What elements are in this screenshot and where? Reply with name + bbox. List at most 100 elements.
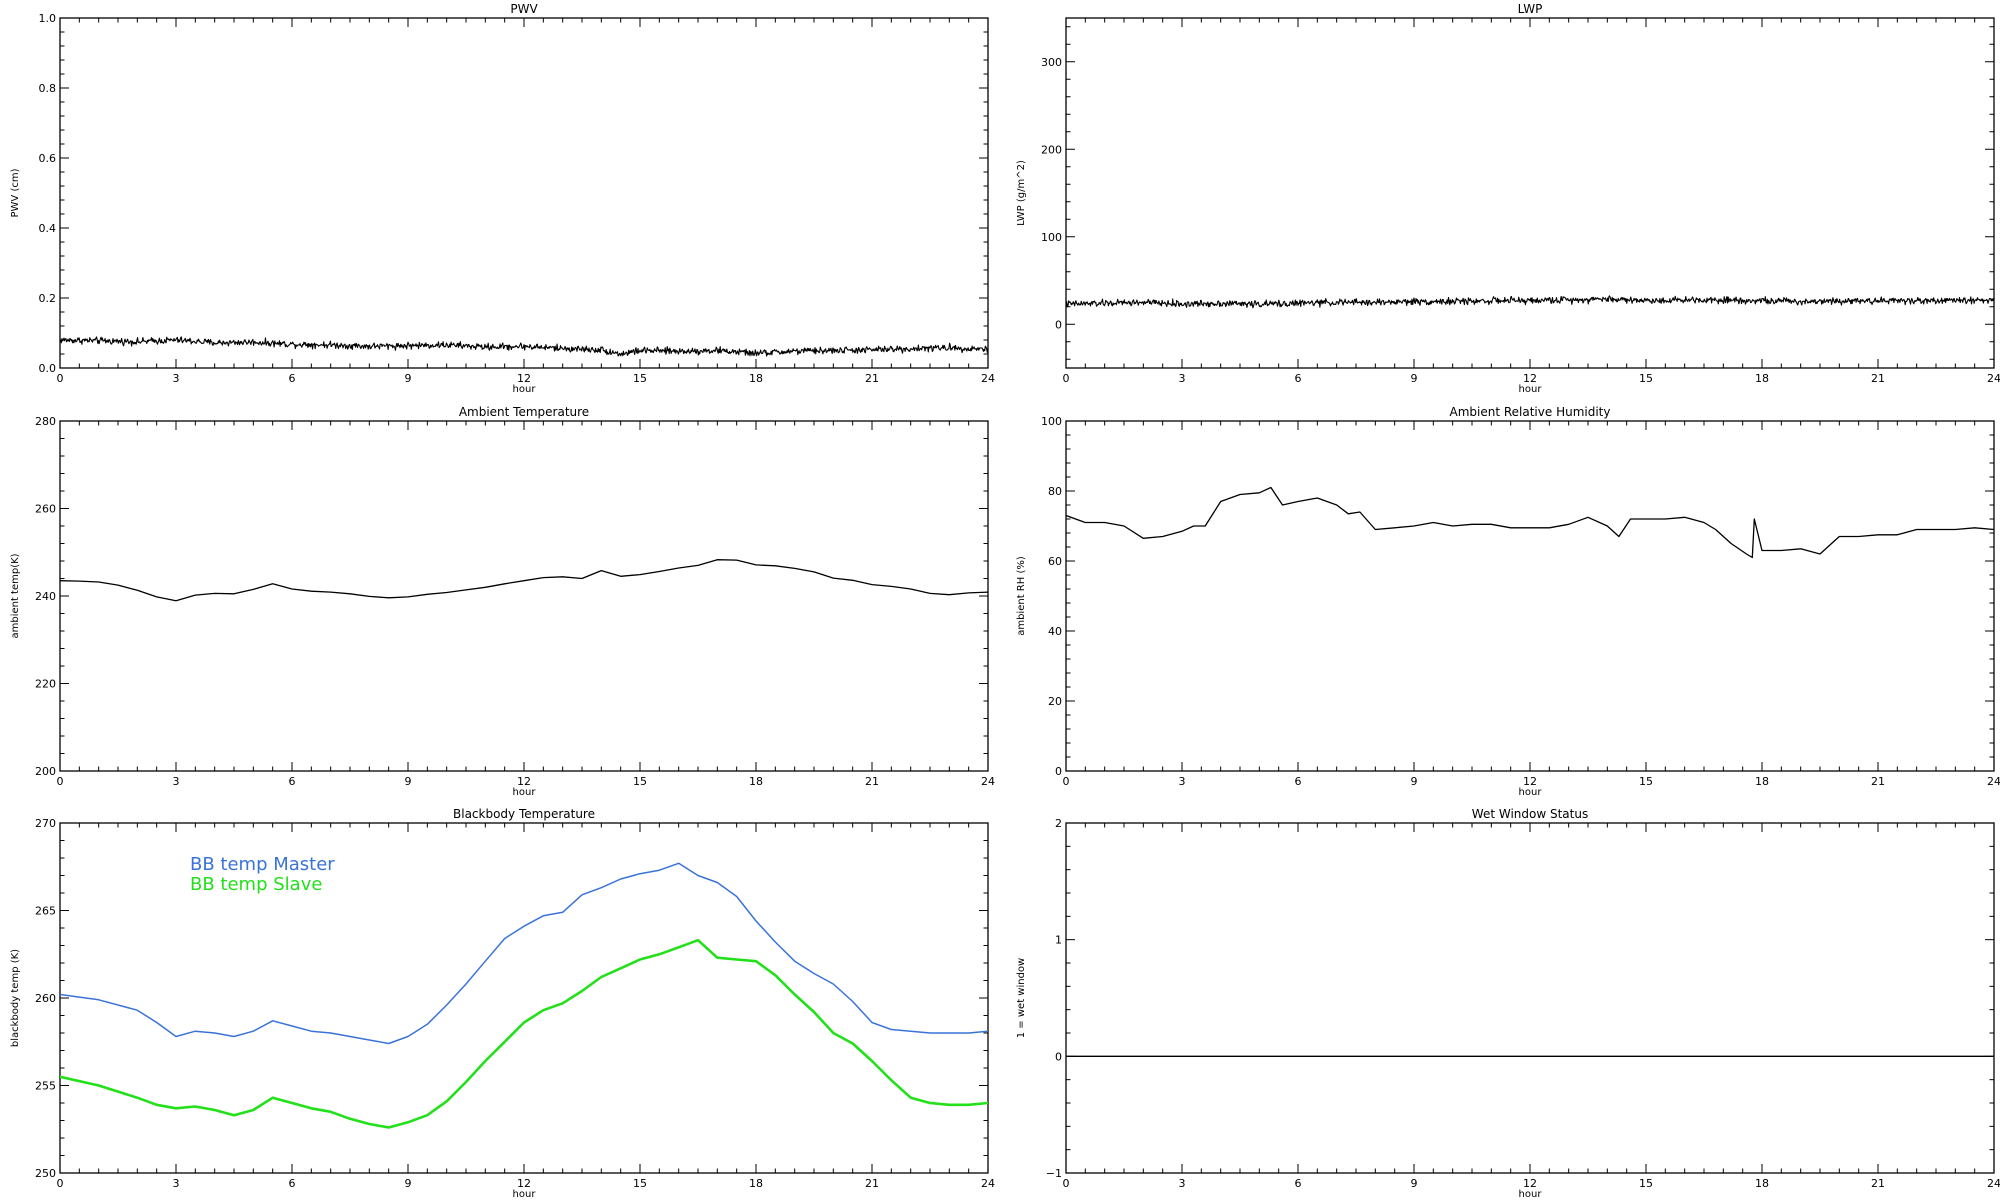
- y-tick-label: 220: [35, 678, 56, 691]
- y-tick-label: 100: [1041, 231, 1062, 244]
- chart-blackbody-temperature: 0 3 6 9 12 15 18 21 24 250 255 260 265 270 Blackbody T…: [10, 807, 995, 1200]
- x-tick-label: 6: [1295, 1177, 1302, 1190]
- x-tick-label: 6: [289, 372, 296, 385]
- y-tick-label: 0: [1055, 318, 1062, 331]
- x-axis-label: hour: [513, 787, 537, 798]
- x-tick-label: 24: [1987, 372, 2000, 385]
- x-tick-label: 0: [57, 775, 64, 788]
- x-tick-label: 3: [1179, 1177, 1186, 1190]
- x-tick-label: 9: [1411, 372, 1418, 385]
- x-tick-label: 21: [865, 1177, 879, 1190]
- x-tick-label: 3: [1179, 775, 1186, 788]
- x-tick-label: 18: [1755, 372, 1769, 385]
- x-tick-label: 0: [1063, 775, 1070, 788]
- plot-frame: [1065, 822, 1995, 1174]
- y-axis-label: 1 = wet window: [1016, 958, 1027, 1038]
- x-tick-label: 21: [865, 372, 879, 385]
- chart-title: Ambient Temperature: [459, 405, 589, 419]
- plot-frame: [59, 420, 989, 772]
- y-tick-label: 280: [35, 415, 56, 428]
- plot-frame: [59, 17, 989, 369]
- x-tick-label: 21: [1871, 372, 1885, 385]
- y-tick-label: 200: [35, 765, 56, 778]
- y-tick-label: 0.8: [39, 82, 57, 95]
- x-tick-label: 0: [1063, 1177, 1070, 1190]
- y-tick-label: 40: [1048, 625, 1062, 638]
- y-tick-label: 1: [1055, 934, 1062, 947]
- y-tick-label: 0.0: [39, 362, 57, 375]
- x-tick-label: 0: [57, 372, 64, 385]
- y-tick-label: 265: [35, 905, 56, 918]
- x-tick-label: 15: [1639, 775, 1653, 788]
- x-tick-label: 15: [633, 775, 647, 788]
- series-line-1: [1066, 486, 1994, 559]
- x-tick-label: 3: [173, 775, 180, 788]
- chart-title: Wet Window Status: [1472, 807, 1588, 821]
- x-tick-label: 15: [1639, 1177, 1653, 1190]
- x-tick-label: 3: [173, 1177, 180, 1190]
- x-tick-label: 9: [1411, 775, 1418, 788]
- x-tick-label: 12: [517, 1177, 531, 1190]
- x-tick-label: 24: [981, 372, 995, 385]
- x-tick-label: 12: [517, 775, 531, 788]
- x-tick-label: 0: [57, 1177, 64, 1190]
- chart-title: Ambient Relative Humidity: [1450, 405, 1611, 419]
- series-line-1: [1066, 295, 1994, 309]
- y-axis-label: LWP (g/m^2): [1016, 160, 1027, 226]
- series-line-2: [60, 938, 988, 1129]
- chart-pwv: 0 3 6 9 12 15 18 21 24 0.0 0.2 0.4 0.6 0.8 1.0 PWV hour P…: [10, 2, 995, 395]
- x-tick-label: 15: [633, 1177, 647, 1190]
- y-tick-label: 0.4: [39, 222, 57, 235]
- y-tick-label: 0: [1055, 765, 1062, 778]
- y-tick-label: 1.0: [39, 12, 57, 25]
- y-tick-label: 80: [1048, 485, 1062, 498]
- y-tick-label: 100: [1041, 415, 1062, 428]
- x-tick-label: 24: [1987, 1177, 2000, 1190]
- x-tick-label: 18: [749, 372, 763, 385]
- y-tick-label: 240: [35, 590, 56, 603]
- series-line-1: [60, 559, 988, 602]
- x-tick-label: 0: [1063, 372, 1070, 385]
- x-tick-label: 18: [749, 1177, 763, 1190]
- y-tick-label: 270: [35, 817, 56, 830]
- x-tick-label: 18: [1755, 775, 1769, 788]
- x-tick-label: 6: [289, 1177, 296, 1190]
- series-line-1: [60, 862, 988, 1045]
- x-tick-label: 15: [633, 372, 647, 385]
- series-line-1: [60, 336, 988, 357]
- x-tick-label: 12: [1523, 775, 1537, 788]
- chart-title: LWP: [1518, 2, 1543, 16]
- legend-entry: BB temp Slave: [190, 874, 322, 895]
- y-tick-label: 2: [1055, 817, 1062, 830]
- x-tick-label: 3: [173, 372, 180, 385]
- y-tick-label: 0: [1055, 1050, 1062, 1063]
- chart-lwp: 0 3 6 9 12 15 18 21 24 0 100 200 300 LWP hour LWP (g/m^…: [1016, 2, 2000, 395]
- x-tick-label: 12: [1523, 1177, 1537, 1190]
- plot-frame: [1065, 420, 1995, 772]
- y-axis-label: blackbody temp (K): [10, 949, 21, 1047]
- x-axis-label: hour: [513, 384, 537, 395]
- y-axis-label: PWV (cm): [10, 168, 21, 217]
- chart-title: PWV: [510, 2, 538, 16]
- y-tick-label: 60: [1048, 555, 1062, 568]
- x-tick-label: 24: [981, 1177, 995, 1190]
- y-tick-label: 260: [35, 992, 56, 1005]
- x-tick-label: 24: [981, 775, 995, 788]
- y-tick-label: 300: [1041, 56, 1062, 69]
- y-tick-label: 0.6: [39, 152, 57, 165]
- x-tick-label: 12: [517, 372, 531, 385]
- x-tick-label: 6: [289, 775, 296, 788]
- x-tick-label: 6: [1295, 775, 1302, 788]
- x-tick-label: 24: [1987, 775, 2000, 788]
- x-axis-label: hour: [513, 1189, 537, 1200]
- chart-ambient-temperature: 0 3 6 9 12 15 18 21 24 200 220 240 260 280 Ambient Tem…: [10, 405, 995, 798]
- chart-title: Blackbody Temperature: [453, 807, 595, 821]
- x-tick-label: 18: [749, 775, 763, 788]
- y-tick-label: 255: [35, 1080, 56, 1093]
- x-tick-label: 9: [405, 775, 412, 788]
- y-tick-label: 260: [35, 503, 56, 516]
- y-tick-label: 20: [1048, 695, 1062, 708]
- y-tick-label: 200: [1041, 143, 1062, 156]
